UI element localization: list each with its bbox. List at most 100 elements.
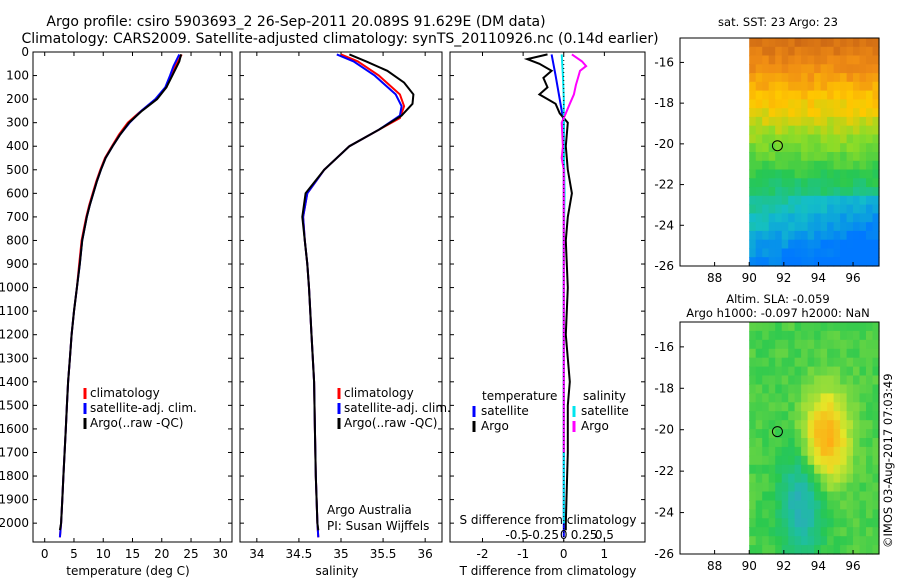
map-cell (840, 99, 848, 109)
map-cell (794, 222, 802, 232)
map-cell (749, 248, 757, 258)
map-cell (794, 545, 802, 555)
map-cell (820, 116, 828, 127)
map-cell (768, 330, 776, 341)
map-cell (794, 160, 802, 171)
map-cell (853, 384, 861, 394)
map-cell (788, 402, 796, 412)
plot-frame (239, 51, 443, 543)
map-cell (859, 464, 867, 475)
map-cell (801, 491, 809, 501)
map-cell (807, 429, 815, 439)
map-cell (846, 536, 854, 546)
x-tick-label: 90 (742, 271, 757, 285)
map-cell (840, 518, 848, 528)
salinity-panel: 34 34.5 35 35.5 36 climatologysatellite-adj. … (239, 51, 451, 561)
map-cell (801, 187, 809, 197)
map-cell (872, 116, 880, 127)
x-tick-label: 94 (811, 559, 826, 573)
difference-xlabel-top: S difference from climatology (460, 513, 637, 527)
map-cell (749, 545, 757, 555)
map-cell (827, 143, 835, 153)
map-cell (833, 420, 841, 430)
map-cell (801, 473, 809, 484)
map-cell (781, 134, 789, 144)
map-cell (820, 108, 828, 118)
map-cell (762, 143, 770, 153)
map-cell (866, 187, 874, 197)
map-cell (775, 366, 783, 377)
map-cell (872, 491, 880, 501)
map-cell (840, 187, 848, 197)
map-cell (801, 455, 809, 466)
map-cell (781, 38, 789, 48)
map-cell (814, 491, 822, 501)
map-cell (872, 99, 880, 109)
map-cell (827, 248, 835, 258)
map-cell (846, 257, 854, 267)
map-cell (827, 134, 835, 144)
map-cell (820, 464, 828, 475)
map-cell (846, 187, 854, 197)
map-cell (872, 536, 880, 546)
map-cell (833, 81, 841, 92)
map-cell (768, 99, 776, 109)
map-cell (794, 366, 802, 377)
x-tick-label: -2 (477, 547, 489, 561)
map-cell (820, 178, 828, 188)
map-cell (846, 230, 854, 241)
map-cell (846, 482, 854, 493)
map-cell (807, 455, 815, 466)
map-cell (833, 366, 841, 377)
map-cell (762, 230, 770, 241)
map-cell (840, 393, 848, 403)
map-cell (853, 73, 861, 83)
map-cell (788, 375, 796, 385)
map-cell (768, 81, 776, 92)
map-cell (846, 64, 854, 74)
map-cell (768, 536, 776, 546)
map-cell (840, 81, 848, 92)
legend-label: Argo(..raw -QC) (90, 416, 183, 430)
map-cell (788, 213, 796, 223)
map-cell (820, 239, 828, 250)
map-cell (788, 420, 796, 430)
map-cell (788, 125, 796, 136)
map-cell (866, 73, 874, 83)
map-cell (872, 339, 880, 350)
x-tick-label: 10 (96, 547, 111, 561)
map-cell (853, 160, 861, 171)
map-cell (781, 491, 789, 501)
legend-label: satellite-adj. clim. (90, 401, 197, 415)
map-cell (788, 473, 796, 484)
map-cell (820, 64, 828, 74)
argo-location-marker (771, 426, 783, 438)
map-cell (749, 500, 757, 510)
y-tick-label: 1400 (0, 375, 29, 389)
map-cell (853, 239, 861, 250)
map-cell (794, 239, 802, 250)
map-cell (755, 64, 763, 74)
map-cell (749, 509, 757, 519)
map-cell (859, 402, 867, 412)
map-cell (749, 143, 757, 153)
map-cell (762, 375, 770, 385)
map-cell (807, 204, 815, 214)
map-cell (853, 411, 861, 421)
map-cell (814, 464, 822, 475)
salinity-xlabel: salinity (315, 564, 358, 578)
map-cell (762, 429, 770, 439)
map-cell (775, 322, 783, 332)
map-cell (814, 230, 822, 241)
map-cell (866, 38, 874, 48)
map-cell (768, 230, 776, 241)
sla-map-panel: 88 90 92 94 96 -16 -18 -20 -22 -24 -26 (654, 321, 880, 573)
map-cell (775, 473, 783, 484)
map-cell (788, 38, 796, 48)
map-cell (820, 500, 828, 510)
map-cell (814, 411, 822, 421)
map-cell (853, 213, 861, 223)
map-cell (755, 152, 763, 162)
map-cell (866, 116, 874, 127)
map-cell (820, 257, 828, 267)
